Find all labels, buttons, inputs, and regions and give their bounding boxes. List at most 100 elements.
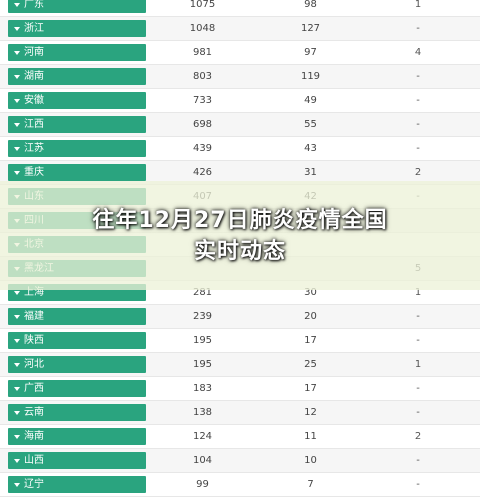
province-expand-button[interactable]: 辽宁 bbox=[8, 476, 146, 493]
province-name: 海南 bbox=[24, 431, 44, 442]
headline-line-1: 往年12月27日肺炎疫情全国 bbox=[92, 208, 388, 233]
recovered-count: 55 bbox=[304, 119, 317, 130]
province-name: 辽宁 bbox=[24, 479, 44, 490]
confirmed-count: 733 bbox=[192, 95, 213, 106]
caret-down-icon bbox=[14, 387, 20, 391]
confirmed-count: 183 bbox=[192, 383, 213, 394]
province-name: 福建 bbox=[24, 311, 44, 322]
province-name: 江西 bbox=[24, 119, 44, 130]
deaths-count: - bbox=[416, 479, 420, 490]
table-row: 海南 124 11 2 bbox=[0, 425, 480, 449]
province-expand-button[interactable]: 河南 bbox=[8, 44, 146, 61]
confirmed-count: 439 bbox=[192, 143, 213, 154]
province-expand-button[interactable]: 广西 bbox=[8, 380, 146, 397]
deaths-count: - bbox=[416, 335, 420, 346]
deaths-count: 2 bbox=[414, 167, 422, 178]
deaths-count: - bbox=[416, 23, 420, 34]
recovered-count: 11 bbox=[304, 431, 317, 442]
table-row: 江西 698 55 - bbox=[0, 113, 480, 137]
province-name: 云南 bbox=[24, 407, 44, 418]
province-name: 安徽 bbox=[24, 95, 44, 106]
table-row: 广东 1075 98 1 bbox=[0, 0, 480, 17]
province-expand-button[interactable]: 广东 bbox=[8, 0, 146, 13]
table-row: 浙江 1048 127 - bbox=[0, 17, 480, 41]
confirmed-count: 698 bbox=[192, 119, 213, 130]
caret-down-icon bbox=[14, 27, 20, 31]
province-expand-button[interactable]: 重庆 bbox=[8, 164, 146, 181]
province-expand-button[interactable]: 江苏 bbox=[8, 140, 146, 157]
province-expand-button[interactable]: 河北 bbox=[8, 356, 146, 373]
province-expand-button[interactable]: 福建 bbox=[8, 308, 146, 325]
recovered-count: 30 bbox=[304, 287, 317, 298]
deaths-count: - bbox=[416, 71, 420, 82]
province-name: 上海 bbox=[24, 287, 44, 298]
recovered-count: 98 bbox=[304, 0, 317, 10]
recovered-count: 10 bbox=[304, 455, 317, 466]
caret-down-icon bbox=[14, 339, 20, 343]
province-expand-button[interactable]: 浙江 bbox=[8, 20, 146, 37]
recovered-count: 25 bbox=[304, 359, 317, 370]
table-row: 辽宁 99 7 - bbox=[0, 473, 480, 497]
deaths-count: - bbox=[416, 383, 420, 394]
deaths-count: - bbox=[416, 455, 420, 466]
caret-down-icon bbox=[14, 147, 20, 151]
province-name: 山西 bbox=[24, 455, 44, 466]
province-name: 江苏 bbox=[24, 143, 44, 154]
province-expand-button[interactable]: 山西 bbox=[8, 452, 146, 469]
confirmed-count: 1048 bbox=[189, 23, 216, 34]
province-name: 河北 bbox=[24, 359, 44, 370]
table-row: 山西 104 10 - bbox=[0, 449, 480, 473]
recovered-count: 31 bbox=[304, 167, 317, 178]
table-row: 河北 195 25 1 bbox=[0, 353, 480, 377]
province-expand-button[interactable]: 陕西 bbox=[8, 332, 146, 349]
confirmed-count: 195 bbox=[192, 335, 213, 346]
table-row: 安徽 733 49 - bbox=[0, 89, 480, 113]
province-expand-button[interactable]: 安徽 bbox=[8, 92, 146, 109]
confirmed-count: 195 bbox=[192, 359, 213, 370]
confirmed-count: 239 bbox=[192, 311, 213, 322]
caret-down-icon bbox=[14, 435, 20, 439]
deaths-count: - bbox=[416, 143, 420, 154]
province-expand-button[interactable]: 海南 bbox=[8, 428, 146, 445]
province-name: 广东 bbox=[24, 0, 44, 10]
deaths-count: 4 bbox=[414, 47, 422, 58]
caret-down-icon bbox=[14, 75, 20, 79]
confirmed-count: 803 bbox=[192, 71, 213, 82]
caret-down-icon bbox=[14, 483, 20, 487]
province-expand-button[interactable]: 江西 bbox=[8, 116, 146, 133]
confirmed-count: 1075 bbox=[189, 0, 216, 10]
caret-down-icon bbox=[14, 315, 20, 319]
recovered-count: 127 bbox=[300, 23, 321, 34]
deaths-count: 1 bbox=[414, 287, 422, 298]
caret-down-icon bbox=[14, 411, 20, 415]
deaths-count: 1 bbox=[414, 0, 422, 10]
caret-down-icon bbox=[14, 3, 20, 7]
recovered-count: 97 bbox=[304, 47, 317, 58]
province-name: 湖南 bbox=[24, 71, 44, 82]
confirmed-count: 981 bbox=[192, 47, 213, 58]
recovered-count: 43 bbox=[304, 143, 317, 154]
table-row: 河南 981 97 4 bbox=[0, 41, 480, 65]
table-row: 广西 183 17 - bbox=[0, 377, 480, 401]
province-expand-button[interactable]: 湖南 bbox=[8, 68, 146, 85]
deaths-count: - bbox=[416, 407, 420, 418]
caret-down-icon bbox=[14, 459, 20, 463]
recovered-count: 49 bbox=[304, 95, 317, 106]
province-name: 重庆 bbox=[24, 167, 44, 178]
confirmed-count: 99 bbox=[196, 479, 209, 490]
deaths-count: - bbox=[416, 95, 420, 106]
recovered-count: 20 bbox=[304, 311, 317, 322]
table-row: 江苏 439 43 - bbox=[0, 137, 480, 161]
recovered-count: 119 bbox=[300, 71, 321, 82]
province-name: 广西 bbox=[24, 383, 44, 394]
province-name: 河南 bbox=[24, 47, 44, 58]
recovered-count: 17 bbox=[304, 335, 317, 346]
caret-down-icon bbox=[14, 363, 20, 367]
deaths-count: 2 bbox=[414, 431, 422, 442]
province-expand-button[interactable]: 云南 bbox=[8, 404, 146, 421]
caret-down-icon bbox=[14, 171, 20, 175]
deaths-count: 1 bbox=[414, 359, 422, 370]
headline-title: 往年12月27日肺炎疫情全国 实时动态 bbox=[40, 205, 440, 267]
caret-down-icon bbox=[14, 51, 20, 55]
confirmed-count: 138 bbox=[192, 407, 213, 418]
